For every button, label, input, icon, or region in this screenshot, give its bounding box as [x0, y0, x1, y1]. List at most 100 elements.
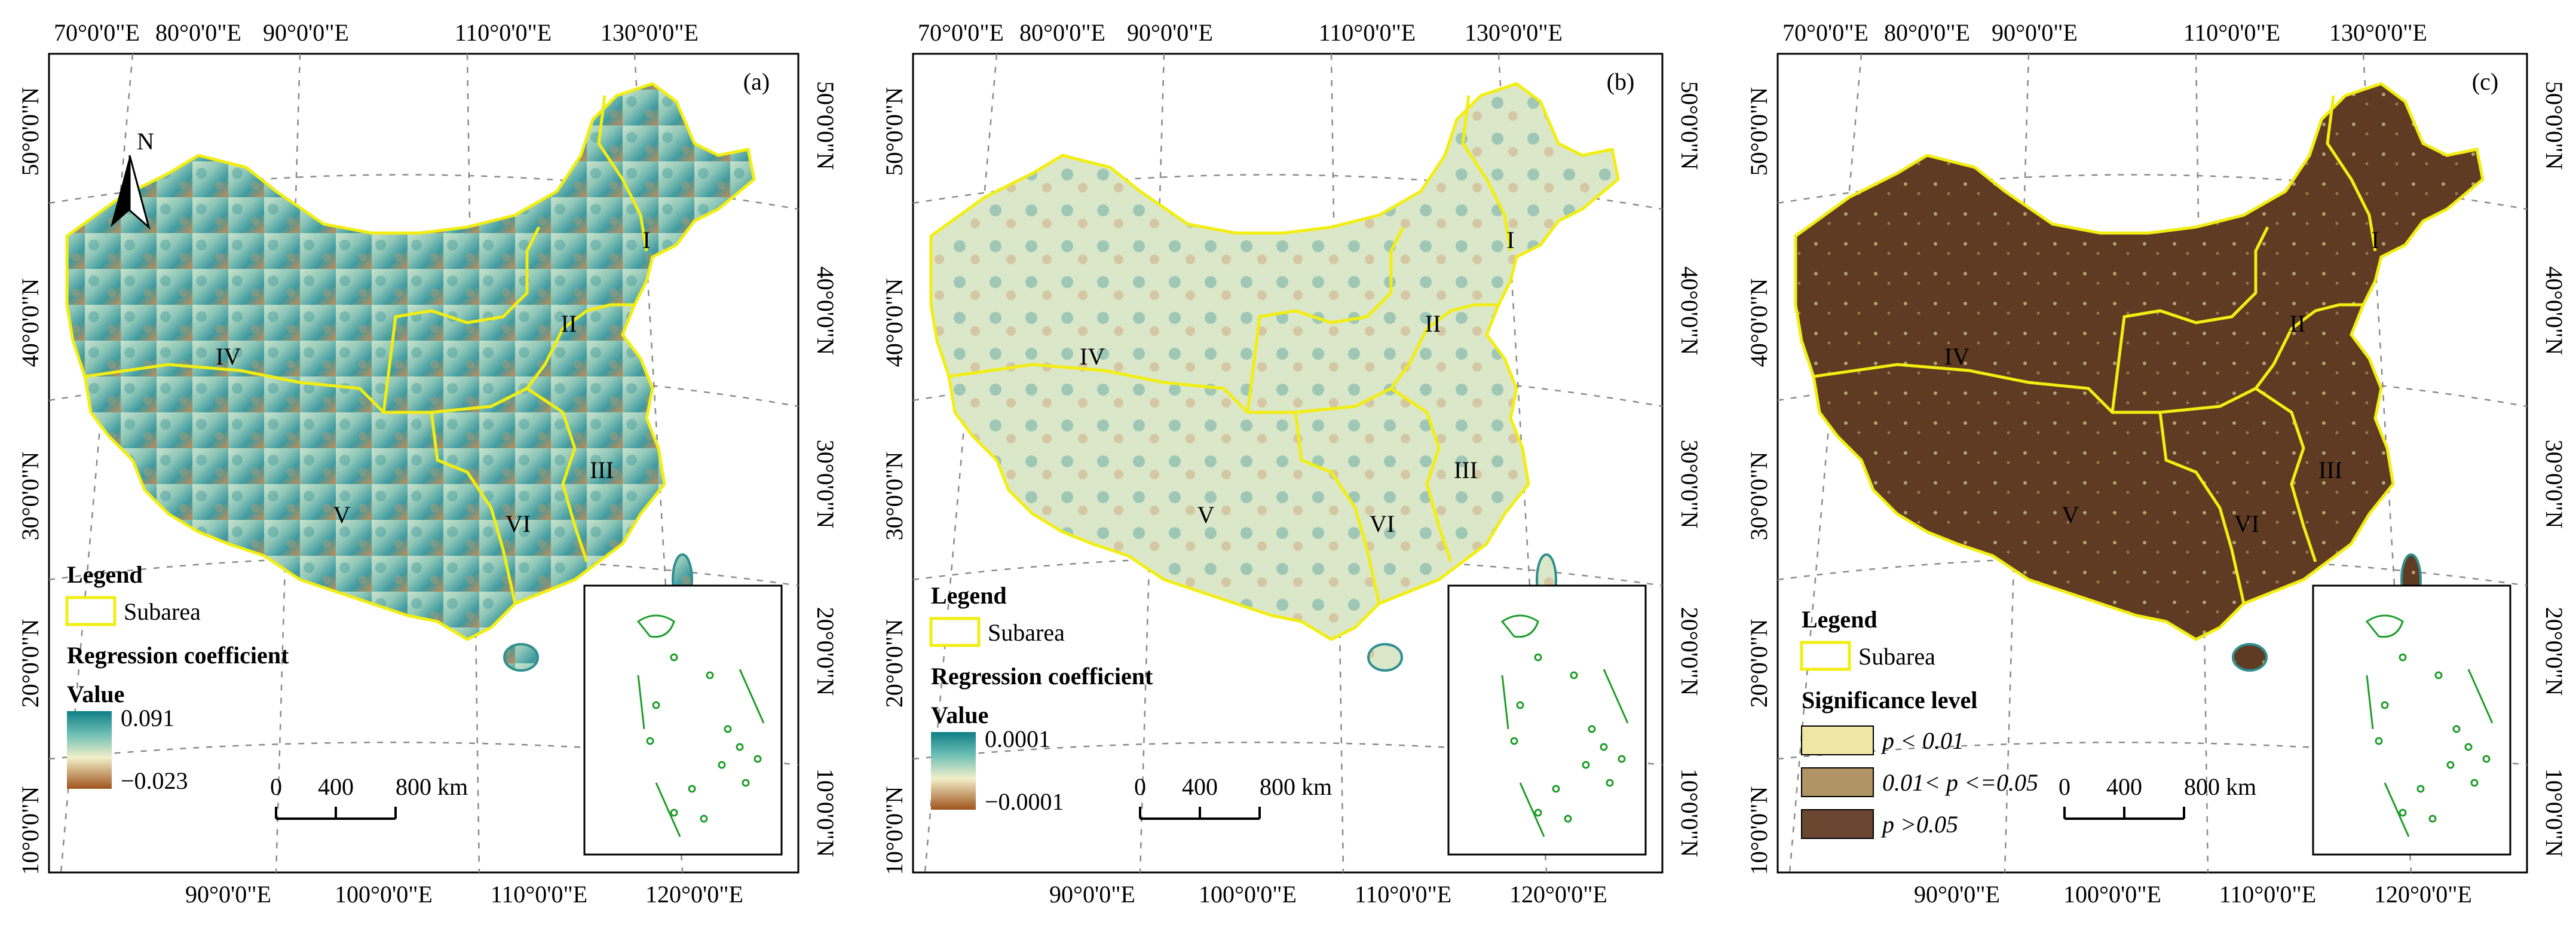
inset-island — [700, 814, 708, 823]
subarea-divider — [526, 387, 589, 562]
inset-island — [1618, 755, 1626, 763]
bottom-tick-label: 110°0'0"E — [2219, 881, 2316, 908]
subarea-label: Subarea — [1858, 643, 1935, 670]
right-tick-label: 50°0'0"N — [1676, 81, 1703, 170]
left-tick-label: 50°0'0"N — [881, 87, 908, 176]
right-tick-label: 20°0'0"N — [2541, 607, 2568, 696]
bottom-tick-label: 90°0'0"E — [1049, 881, 1135, 908]
subarea-divider — [2326, 95, 2377, 252]
left-tick-label: 30°0'0"N — [881, 452, 908, 540]
inset-frame — [583, 584, 783, 856]
subarea-divider — [1813, 363, 2275, 414]
subarea-boundary — [65, 82, 756, 641]
region-label-VI: VI — [2234, 510, 2259, 537]
subarea-divider — [1407, 303, 1499, 366]
significance-swatch — [1801, 809, 1874, 839]
hainan-island — [2232, 643, 2268, 672]
color-ramp — [931, 732, 976, 810]
top-tick-label: 90°0'0"E — [263, 19, 349, 46]
subarea-boundary — [929, 82, 1620, 641]
inset-island — [753, 755, 762, 763]
subarea-divider — [1246, 226, 1405, 413]
top-tick-label: 80°0'0"E — [1019, 19, 1105, 46]
inset-hainan — [1500, 614, 1539, 638]
inset-island — [1564, 814, 1572, 823]
inset-island — [724, 725, 732, 733]
region-label-IV: IV — [1080, 343, 1105, 370]
right-tick-label: 50°0'0"N — [812, 81, 839, 170]
right-tick-label: 40°0'0"N — [1676, 267, 1703, 355]
subarea-swatch — [929, 617, 981, 647]
legend: Legend Subarea Significance level p < 0.01 0… — [1800, 606, 2038, 839]
inset-island — [1516, 701, 1524, 709]
top-tick-label: 70°0'0"E — [54, 19, 140, 46]
subarea-label: Subarea — [988, 619, 1065, 646]
right-tick-label: 20°0'0"N — [812, 607, 839, 696]
left-tick-label: 10°0'0"N — [17, 786, 44, 875]
north-arrow-icon: N — [111, 128, 154, 230]
inset-island — [2446, 761, 2455, 769]
subarea-divider — [1390, 387, 1453, 562]
bottom-tick-label: 110°0'0"E — [491, 881, 587, 908]
ramp-min-label: −0.0001 — [985, 788, 1064, 815]
inset-island — [742, 779, 750, 787]
subarea-label: Subarea — [124, 598, 201, 625]
inset-island — [1534, 653, 1542, 662]
inset-island — [1582, 761, 1590, 769]
scale-tick-label: 0 — [1134, 773, 1146, 800]
left-tick-label: 20°0'0"N — [17, 619, 44, 708]
legend-heading: Significance level — [1802, 687, 1977, 714]
subarea-divider — [84, 363, 546, 414]
right-tick-label: 30°0'0"N — [2541, 440, 2568, 528]
inset-island — [736, 743, 744, 751]
scale-tick-label: 800 km — [1260, 773, 1332, 800]
bottom-tick-label: 120°0'0"E — [2374, 881, 2472, 908]
scale-tick-label: 400 — [318, 773, 354, 800]
left-tick-label: 30°0'0"N — [17, 452, 44, 540]
bottom-tick-label: 90°0'0"E — [185, 881, 271, 908]
inset-boundary-dash — [637, 669, 765, 837]
subarea-swatch — [65, 596, 117, 626]
inset-island — [2464, 743, 2473, 751]
top-tick-label: 70°0'0"E — [1782, 19, 1869, 46]
inset-island — [652, 701, 660, 709]
value-label: Value — [931, 702, 988, 728]
left-tick-label: 40°0'0"N — [881, 278, 908, 367]
top-tick-label: 90°0'0"E — [1127, 19, 1213, 46]
region-label-I: I — [1506, 226, 1514, 253]
inset-island — [2375, 737, 2383, 745]
bottom-tick-label: 100°0'0"E — [335, 881, 433, 908]
graticule-line — [1777, 742, 2528, 766]
right-tick-label: 50°0'0"N — [2541, 81, 2568, 170]
subarea-divider — [597, 95, 648, 252]
subarea-divider — [948, 363, 1410, 414]
inset-island — [1534, 809, 1542, 817]
inset-island — [1588, 725, 1596, 733]
region-label-V: V — [333, 501, 351, 528]
inset-island — [2434, 671, 2443, 679]
subarea-divider — [1294, 412, 1381, 604]
significance-class-label: 0.01< p <=0.05 — [1882, 769, 2038, 796]
ramp-min-label: −0.023 — [121, 767, 188, 794]
region-label-II: II — [561, 310, 577, 337]
north-label: N — [137, 128, 154, 155]
subarea-boundary — [1794, 82, 2485, 641]
inset-island — [1552, 785, 1560, 793]
region-label-III: III — [590, 457, 614, 483]
top-tick-label: 110°0'0"E — [455, 19, 552, 46]
ramp-max-label: 0.091 — [121, 705, 174, 731]
region-label-II: II — [1425, 310, 1441, 337]
right-tick-label: 20°0'0"N — [1676, 607, 1703, 696]
value-label: Value — [67, 681, 124, 708]
inset-boundary-dash — [2366, 669, 2494, 837]
significance-swatch — [1801, 725, 1874, 755]
subarea-divider — [2111, 226, 2269, 413]
inset-island — [2416, 785, 2425, 793]
region-label-VI: VI — [506, 510, 531, 537]
subarea-divider — [1461, 95, 1512, 252]
graticule-line — [912, 742, 1663, 766]
bottom-tick-label: 90°0'0"E — [1914, 881, 2000, 908]
scale-bar: 0 400 800 km — [270, 773, 468, 820]
